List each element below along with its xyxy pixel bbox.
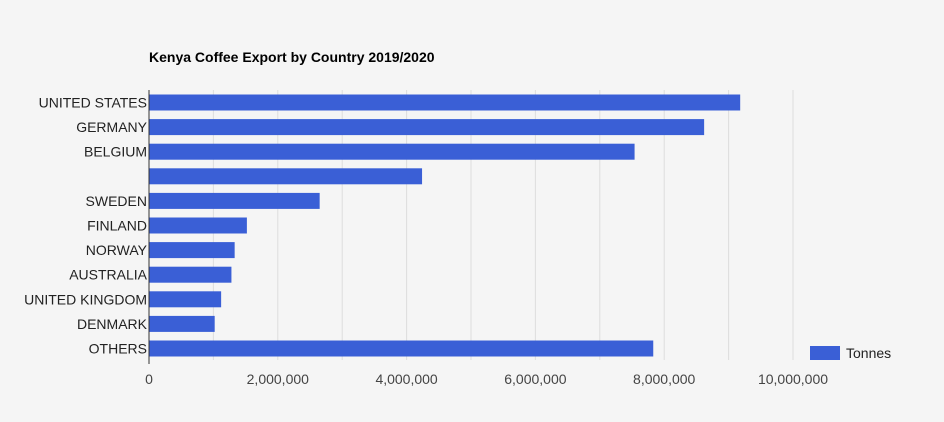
legend: Tonnes xyxy=(810,345,891,361)
chart-title: Kenya Coffee Export by Country 2019/2020 xyxy=(149,49,435,65)
bar xyxy=(149,192,320,209)
category-label: DENMARK xyxy=(77,316,148,332)
category-label: GERMANY xyxy=(76,119,147,135)
category-label: UNITED STATES xyxy=(39,95,147,111)
category-label: AUSTRALIA xyxy=(69,267,147,283)
legend-swatch-tonnes xyxy=(810,346,840,360)
bar xyxy=(149,340,654,357)
x-tick-label: 8,000,000 xyxy=(633,371,695,387)
category-label: SWEDEN xyxy=(86,193,147,209)
category-label: NORWAY xyxy=(86,242,148,258)
x-tick-label: 0 xyxy=(145,371,153,387)
legend-label-tonnes: Tonnes xyxy=(846,345,891,361)
x-tick-label: 4,000,000 xyxy=(375,371,437,387)
bar xyxy=(149,242,235,259)
category-label: UNITED KINGDOM xyxy=(24,291,147,307)
x-tick-label: 10,000,000 xyxy=(758,371,828,387)
x-tick-label: 6,000,000 xyxy=(504,371,566,387)
bar xyxy=(149,143,635,160)
bar xyxy=(149,291,222,308)
bar xyxy=(149,119,705,136)
category-label: BELGIUM xyxy=(84,144,147,160)
x-tick-label: 2,000,000 xyxy=(247,371,309,387)
bar xyxy=(149,217,247,234)
bar xyxy=(149,94,741,111)
bar xyxy=(149,168,423,185)
bar xyxy=(149,266,232,283)
bars xyxy=(149,94,741,357)
bar xyxy=(149,315,215,332)
category-label: OTHERS xyxy=(89,341,147,357)
x-tick-labels: 0 2,000,000 4,000,000 6,000,000 8,000,000 10,… xyxy=(145,371,828,387)
category-labels: UNITED STATES GERMANY BELGIUM SWEDEN FINLAND… xyxy=(24,95,148,357)
category-label: FINLAND xyxy=(87,218,147,234)
